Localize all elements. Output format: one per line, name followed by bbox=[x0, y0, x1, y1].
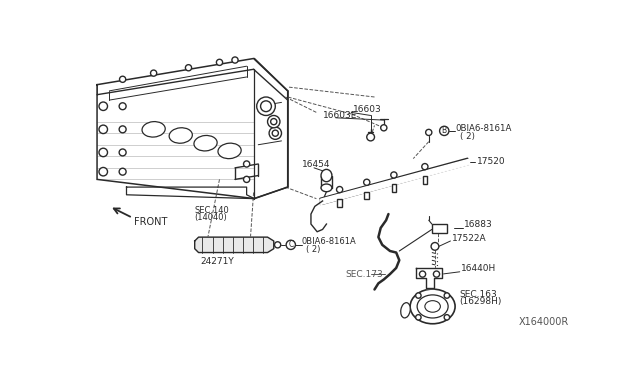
Circle shape bbox=[150, 70, 157, 76]
Text: ( 2): ( 2) bbox=[307, 245, 321, 254]
Bar bbox=[364, 192, 369, 199]
Circle shape bbox=[440, 126, 449, 135]
Polygon shape bbox=[195, 237, 274, 253]
Circle shape bbox=[269, 127, 282, 140]
Circle shape bbox=[419, 271, 426, 277]
Text: SEC.173: SEC.173 bbox=[345, 270, 383, 279]
Bar bbox=[392, 184, 396, 192]
Ellipse shape bbox=[417, 295, 448, 318]
Text: 17520: 17520 bbox=[477, 157, 506, 166]
Ellipse shape bbox=[321, 169, 332, 182]
Text: 24271Y: 24271Y bbox=[200, 257, 234, 266]
Ellipse shape bbox=[218, 143, 241, 158]
Text: 16603: 16603 bbox=[353, 105, 381, 114]
Circle shape bbox=[244, 176, 250, 183]
Circle shape bbox=[422, 164, 428, 170]
Circle shape bbox=[272, 130, 278, 136]
Bar bbox=[432, 224, 447, 233]
Text: SEC.140: SEC.140 bbox=[195, 206, 230, 215]
Text: 16883: 16883 bbox=[465, 220, 493, 229]
Text: 0BIA6-8161A: 0BIA6-8161A bbox=[456, 124, 512, 133]
Circle shape bbox=[364, 179, 370, 185]
Ellipse shape bbox=[425, 301, 440, 312]
Text: 0BIA6-8161A: 0BIA6-8161A bbox=[301, 237, 356, 246]
Circle shape bbox=[275, 242, 281, 248]
Text: ( 2): ( 2) bbox=[460, 132, 475, 141]
Circle shape bbox=[119, 168, 126, 175]
Circle shape bbox=[120, 76, 125, 82]
Ellipse shape bbox=[410, 289, 455, 324]
Text: (16298H): (16298H) bbox=[460, 297, 502, 306]
Circle shape bbox=[433, 271, 440, 277]
Circle shape bbox=[99, 167, 108, 176]
Ellipse shape bbox=[401, 303, 410, 318]
Ellipse shape bbox=[194, 135, 217, 151]
Text: 17522A: 17522A bbox=[452, 234, 486, 243]
Circle shape bbox=[244, 161, 250, 167]
Circle shape bbox=[186, 65, 191, 71]
Circle shape bbox=[216, 59, 223, 65]
Bar bbox=[422, 176, 428, 183]
Text: 16454: 16454 bbox=[301, 160, 330, 169]
Circle shape bbox=[99, 148, 108, 157]
Circle shape bbox=[119, 126, 126, 133]
Circle shape bbox=[99, 125, 108, 134]
Text: SEC.163: SEC.163 bbox=[460, 291, 497, 299]
Text: 16603E: 16603E bbox=[323, 111, 357, 120]
Text: B: B bbox=[442, 126, 447, 135]
Circle shape bbox=[257, 97, 275, 115]
Text: X164000R: X164000R bbox=[518, 317, 569, 327]
Circle shape bbox=[99, 102, 108, 110]
Circle shape bbox=[391, 172, 397, 178]
Circle shape bbox=[286, 240, 296, 250]
Text: FRONT: FRONT bbox=[134, 217, 168, 227]
Ellipse shape bbox=[142, 122, 165, 137]
Circle shape bbox=[268, 115, 280, 128]
Circle shape bbox=[271, 119, 277, 125]
Circle shape bbox=[381, 125, 387, 131]
Circle shape bbox=[119, 103, 126, 110]
Circle shape bbox=[415, 315, 421, 320]
Circle shape bbox=[415, 293, 421, 298]
Circle shape bbox=[232, 57, 238, 63]
Circle shape bbox=[119, 149, 126, 156]
Circle shape bbox=[444, 293, 449, 298]
Text: 16440H: 16440H bbox=[461, 264, 497, 273]
Circle shape bbox=[431, 243, 439, 250]
Polygon shape bbox=[417, 268, 442, 288]
Ellipse shape bbox=[321, 184, 332, 192]
Bar bbox=[337, 199, 342, 206]
Circle shape bbox=[426, 129, 432, 135]
Circle shape bbox=[337, 186, 343, 193]
Text: C: C bbox=[288, 240, 293, 249]
Circle shape bbox=[260, 101, 271, 112]
Text: (14040): (14040) bbox=[195, 213, 227, 222]
Ellipse shape bbox=[169, 128, 193, 143]
Circle shape bbox=[367, 133, 374, 141]
Circle shape bbox=[444, 315, 449, 320]
